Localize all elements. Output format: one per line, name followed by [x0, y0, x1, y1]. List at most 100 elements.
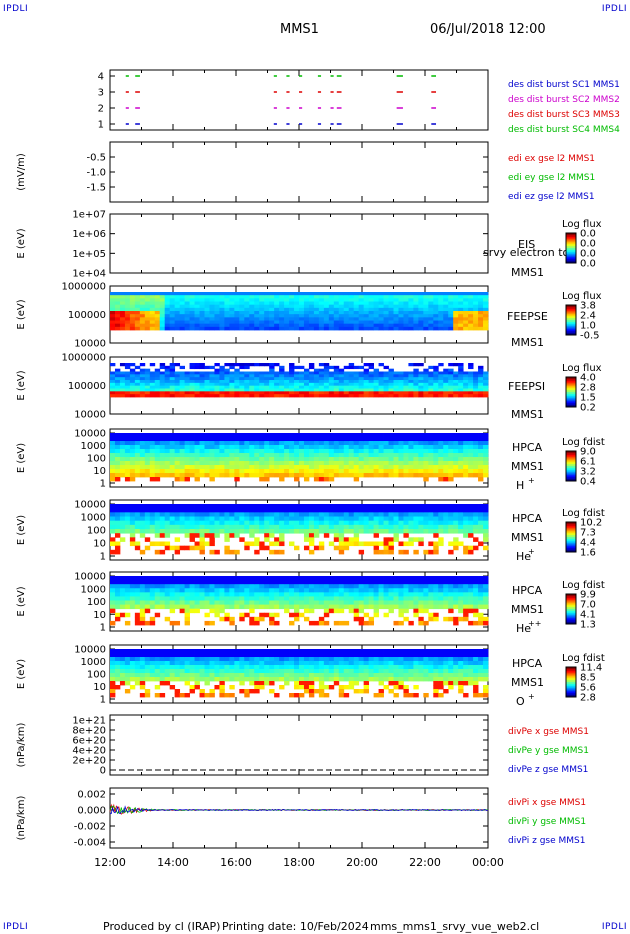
hpca-he2-cell [308, 604, 315, 610]
hpca-he1-cell [219, 524, 225, 530]
hpca-he2-cell [159, 576, 166, 581]
feepse-cell [149, 317, 156, 321]
hpca-he1-cell [129, 524, 136, 530]
feepsi-cell [438, 374, 444, 378]
hpca-h-cell [194, 441, 200, 446]
hpca-o-cell [144, 657, 151, 662]
hpca-he2-cell [244, 592, 250, 597]
feepsi-cell [239, 377, 245, 381]
feepse-cell [129, 295, 136, 299]
feepse-cell [433, 307, 439, 312]
feepsi-cell [303, 385, 310, 389]
hpca-he1-colorbar-cell [566, 540, 576, 544]
hpca-he1-cell [373, 533, 379, 538]
hpca-he1-cell [244, 508, 250, 513]
hpca-he2-cell [264, 604, 270, 610]
feepsi-cell [373, 377, 379, 381]
hpca-he1-cell [269, 524, 275, 530]
hpca-o-cell [194, 677, 200, 682]
feepse-cell [368, 307, 375, 312]
hpca-he1-cell [259, 529, 265, 534]
feepsi-cell [363, 380, 370, 384]
feepsi-cell [164, 394, 171, 398]
hpca-he2-cell [473, 580, 479, 585]
hpca-he1-cell [119, 508, 126, 513]
hpca-o-cell [284, 649, 290, 654]
feepse-cell [398, 323, 404, 328]
hpca-he2-cell [323, 596, 330, 601]
hpca-o-cell [249, 649, 255, 654]
feepse-cell [264, 307, 270, 312]
hpca-he1-cell [239, 504, 245, 509]
feepse-cell [194, 311, 200, 315]
feepsi-colorbar-cell [566, 403, 576, 406]
hpca-h-cell [199, 453, 205, 458]
hpca-he1-cell [229, 520, 235, 526]
feepsi-cell [353, 365, 360, 370]
hpca-o-cell [209, 657, 215, 662]
feepsi-cell [348, 371, 355, 375]
hpca-he2-cell [363, 604, 370, 610]
hpca-he1-cell [308, 537, 315, 542]
hpca-he2-colorbar-cell [566, 597, 576, 601]
hpca-he1-cell [204, 504, 210, 509]
hpca-h-cell [353, 473, 360, 478]
feepsi-cell [209, 371, 215, 375]
hpca-he1-cell [294, 529, 300, 534]
feepse-cell [229, 320, 235, 325]
hpca-he1-cell [478, 516, 484, 522]
feepsi-cell [259, 382, 265, 387]
hpca-o-cell [194, 661, 200, 666]
feepse-cell [423, 298, 429, 302]
feepsi-cell [169, 371, 176, 375]
hpca-o-y-tick-label: 1 [100, 695, 106, 706]
hpca-he1-cell [438, 516, 444, 522]
hpca-he2-cell [284, 584, 290, 589]
hpca-he2-cell [194, 604, 200, 610]
feepse-colorbar-cell [566, 314, 576, 317]
feepse-cell [164, 311, 171, 315]
hpca-h-cell [229, 441, 235, 446]
feepse-y-label: E (eV) [16, 299, 27, 329]
hpca-h-cell [124, 433, 131, 438]
feepsi-cell [398, 388, 404, 392]
eis-y-label: E (eV) [16, 228, 27, 258]
hpca-o-cell [179, 673, 186, 678]
feepse-cell [308, 301, 315, 306]
hpca-he2-cell [363, 596, 370, 601]
hpca-h-cell [194, 449, 200, 454]
feepse-cell [393, 292, 399, 296]
hpca-he2-cell [363, 600, 370, 605]
feepsi-cell [323, 377, 330, 381]
hpca-he2-cell [164, 588, 171, 593]
feepse-cell [129, 314, 136, 318]
feepsi-cell [463, 377, 469, 381]
feepse-cell [184, 301, 190, 306]
feepse-cell [199, 314, 205, 318]
hpca-he1-y-tick-label: 100 [87, 526, 106, 537]
hpca-he2-cell [423, 608, 429, 614]
hpca-o-cell [189, 685, 195, 690]
hpca-he1-cell [443, 516, 449, 522]
hpca-he1-cell [179, 516, 186, 522]
hpca-he1-cell [373, 516, 379, 522]
feepse-cell [313, 326, 320, 331]
feepsi-cell [249, 374, 255, 378]
hpca-h-cell [478, 477, 484, 482]
feepse-cell [129, 320, 136, 325]
hpca-he1-cell [254, 512, 260, 517]
hpca-h-cell [279, 457, 285, 462]
hpca-he2-y-tick-label: 10 [93, 610, 106, 621]
hpca-he2-cell [403, 604, 409, 610]
feepse-cell [403, 326, 409, 331]
hpca-he2-cell [468, 580, 474, 585]
feepse-cell [458, 301, 464, 306]
hpca-he2-cell [428, 600, 434, 605]
hpca-h-cell [289, 441, 295, 446]
hpca-he1-cell [408, 537, 414, 542]
hpca-h-cell [119, 453, 126, 458]
hpca-h-cell [398, 437, 404, 442]
feepsi-cell [408, 385, 414, 389]
feepse-cell [483, 301, 489, 306]
hpca-he2-cell [338, 608, 345, 614]
